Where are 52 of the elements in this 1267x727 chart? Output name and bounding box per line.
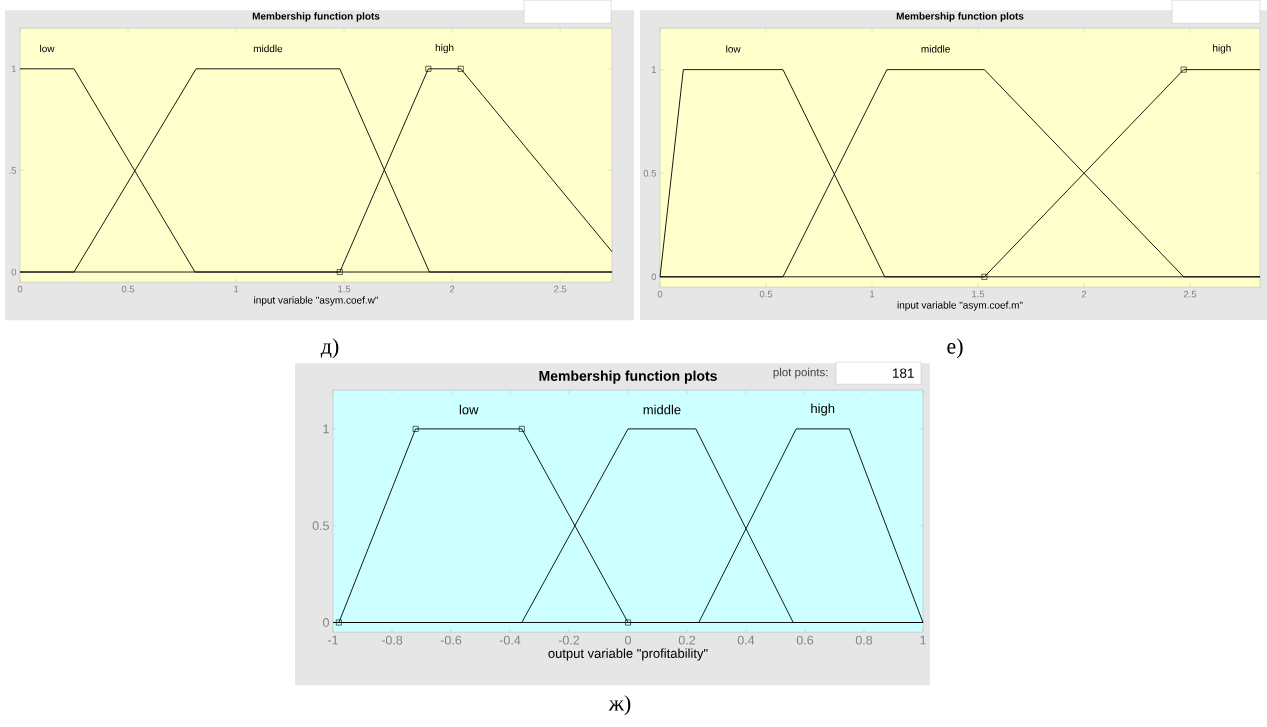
x-axis-title: output variable "profitability" (548, 648, 708, 661)
x-tick-label: 0.8 (855, 635, 873, 645)
series-label: middle (921, 45, 950, 53)
x-tick-label: 0.4 (737, 635, 755, 645)
x-tick-label: -0.4 (499, 635, 521, 645)
series-label: low (726, 45, 741, 53)
series-label: middle (253, 44, 283, 53)
x-tick-label: 0.5 (121, 285, 135, 293)
chart-title: Membership function plots (896, 12, 1024, 22)
y-tick-label: 0.5 (312, 521, 329, 531)
x-tick-label: 1 (920, 635, 926, 645)
y-tick-label: 1 (323, 424, 329, 434)
x-tick-label: 1 (234, 285, 239, 293)
text: plot points: (773, 367, 828, 379)
x-tick-label: -0.8 (381, 635, 403, 645)
text: д) (320, 338, 339, 359)
text: ж) (608, 695, 631, 716)
x-tick-label: 2 (449, 285, 455, 293)
x-tick-label: 0.6 (796, 635, 814, 645)
y-tick-label: .5 (9, 167, 17, 174)
x-tick-label: 0 (625, 635, 631, 645)
series-label: high (811, 403, 835, 416)
x-tick-label: 1.5 (972, 290, 985, 298)
x-axis-title: input variable "asym.coef.w" (254, 296, 379, 306)
x-tick-label: -0.2 (558, 635, 580, 645)
x-tick-label: -1 (328, 635, 338, 645)
y-tick-label: 0 (323, 618, 329, 627)
series-label: high (435, 43, 454, 54)
x-tick-label: 2.5 (1183, 290, 1197, 298)
x-tick-label: 0 (657, 290, 663, 298)
x-axis-title: input variable "asym.coef.m" (897, 301, 1023, 311)
x-tick-label: 1.5 (338, 285, 351, 293)
series-label: middle (643, 404, 681, 415)
x-tick-label: 0.2 (678, 635, 696, 645)
y-tick-label: 0 (651, 273, 657, 281)
text: е) (947, 338, 963, 359)
x-tick-label: 0 (17, 285, 23, 293)
y-tick-label: 0.5 (643, 169, 657, 177)
series-label: low (40, 44, 55, 53)
y-tick-label: 1 (651, 66, 656, 73)
text: 181 (892, 368, 914, 378)
x-tick-label: 2 (1081, 290, 1087, 298)
x-tick-label: 0.5 (759, 290, 773, 298)
chart-title: Membership function plots (252, 12, 380, 22)
x-tick-label: 2.5 (554, 285, 567, 293)
x-tick-label: 1 (870, 290, 875, 298)
y-tick-label: 0 (11, 268, 17, 276)
y-tick-label: 1 (11, 65, 16, 72)
x-tick-label: -0.6 (440, 635, 462, 645)
series-label: high (1213, 44, 1231, 54)
chart-title: Membership function plots (539, 370, 717, 384)
series-label: low (459, 404, 479, 415)
